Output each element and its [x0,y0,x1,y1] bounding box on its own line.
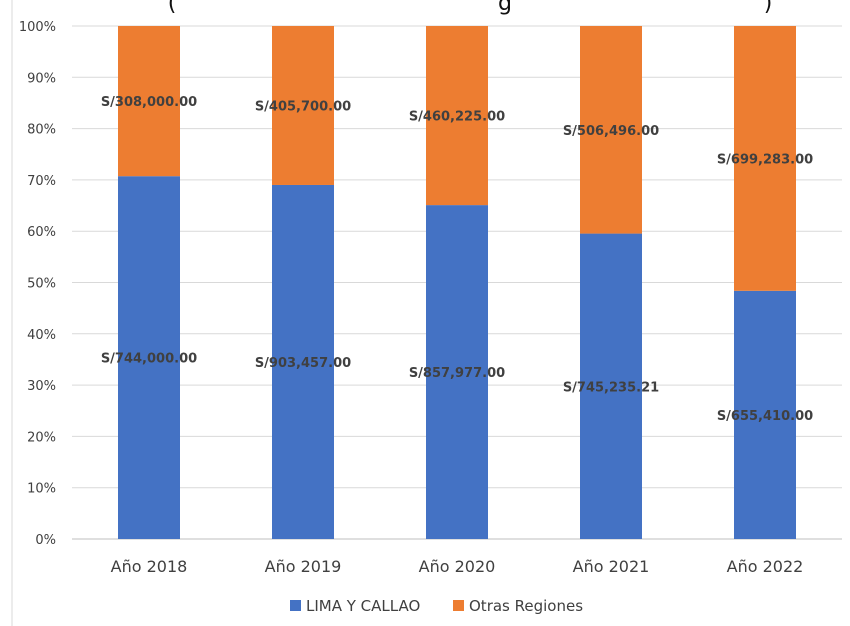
bar-segment-lima-callao [426,205,488,539]
bars [118,26,796,540]
y-tick-label: 100% [19,20,56,35]
legend-swatch [290,600,301,611]
data-label: S/744,000.00 [101,352,197,367]
bar-segment-lima-callao [118,176,180,539]
legend-label: Otras Regiones [469,597,583,615]
legend-label: LIMA Y CALLAO [306,597,420,615]
data-label: S/745,235.21 [563,380,659,395]
y-tick-label: 10% [27,482,56,497]
y-tick-label: 50% [27,277,56,292]
y-tick-label: 90% [27,71,56,86]
bar-segment-otras-regiones [426,26,488,206]
data-label: S/903,457.00 [255,356,351,371]
bar-segment-otras-regiones [118,26,180,177]
chart-title: ( g ) [168,0,773,16]
x-tick-label: Año 2022 [727,557,804,576]
bar-segment-otras-regiones [734,26,796,291]
x-tick-label: Año 2020 [419,557,496,576]
bar-segment-lima-callao [272,184,334,540]
data-label: S/308,000.00 [101,95,197,110]
data-label: S/655,410.00 [717,409,813,424]
data-label: S/699,283.00 [717,152,813,167]
data-label: S/506,496.00 [563,124,659,139]
bar-segment-lima-callao [580,233,642,539]
y-tick-label: 60% [27,225,56,240]
y-tick-label: 20% [27,430,56,445]
data-label: S/405,700.00 [255,99,351,114]
bar-segment-otras-regiones [272,26,334,185]
data-label: S/460,225.00 [409,110,505,125]
legend: LIMA Y CALLAO Otras Regiones [290,597,583,615]
x-tick-label: Año 2019 [265,557,342,576]
bar-segment-lima-callao [734,290,796,539]
y-tick-label: 70% [27,174,56,189]
x-tick-label: Año 2018 [111,557,188,576]
y-axis: 0% 10% 20% 30% 40% 50% 60% 70% 80% 90% 100% [19,20,56,548]
bar-segment-otras-regiones [580,26,642,234]
legend-swatch [453,600,464,611]
y-tick-label: 40% [27,328,56,343]
x-axis: Año 2018 Año 2019 Año 2020 Año 2021 Año 2022 [111,557,804,576]
y-tick-label: 30% [27,379,56,394]
y-tick-label: 0% [35,533,56,548]
y-tick-label: 80% [27,123,56,138]
data-labels: S/744,000.00 S/308,000.00 S/903,457.00 S/40… [101,95,813,424]
x-tick-label: Año 2021 [573,557,650,576]
data-label: S/857,977.00 [409,366,505,381]
